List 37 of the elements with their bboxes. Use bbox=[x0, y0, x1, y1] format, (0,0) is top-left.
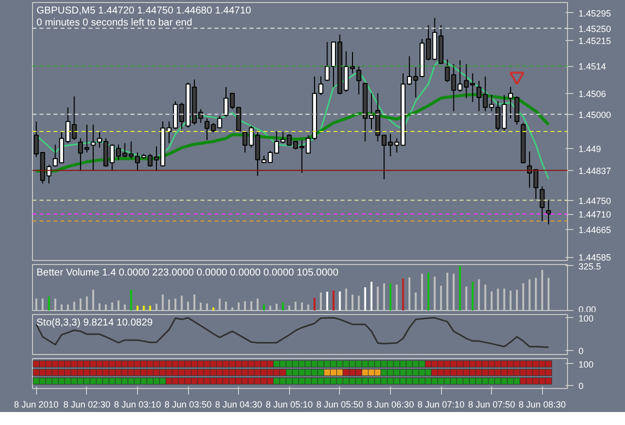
y-tick-label: 100 bbox=[578, 359, 594, 370]
ref-line-label: 1.45000 bbox=[578, 110, 612, 120]
y-tick-label: 100 bbox=[578, 313, 594, 324]
y-tick-label: 1.44585 bbox=[578, 252, 612, 263]
y-tick-label: 1.4514 bbox=[578, 62, 606, 72]
x-tick-label: 8 Jun 08:30 bbox=[518, 400, 566, 410]
y-tick-label: 1.44665 bbox=[578, 225, 612, 236]
x-tick-label: 8 Jun 05:50 bbox=[316, 400, 364, 410]
ref-line-label: 1.44710 bbox=[578, 210, 612, 220]
text: 0 minutes 0 seconds left to bar end bbox=[36, 18, 192, 28]
line-series bbox=[36, 317, 550, 348]
candlestick bbox=[546, 200, 551, 225]
ref-line-label: 1.44750 bbox=[578, 196, 612, 206]
x-tick-label: 8 Jun 07:50 bbox=[468, 400, 516, 410]
x-tick-label: 8 Jun 03:50 bbox=[164, 400, 212, 410]
x-tick-label: 8 Jun 02:30 bbox=[63, 400, 110, 410]
ref-line-label: 1.45250 bbox=[578, 24, 612, 34]
chart-title: Sto(8,3,3) 9.8214 10.0829 bbox=[36, 318, 154, 328]
y-tick-label: 1.449 bbox=[578, 144, 602, 154]
x-tick-label: 8 Jun 2010 bbox=[14, 400, 59, 410]
ref-line-label: 1.44837 bbox=[578, 166, 612, 176]
x-tick-label: 8 Jun 04:30 bbox=[215, 400, 262, 410]
y-tick-label: 1.45295 bbox=[578, 8, 612, 18]
y-tick-label: 0 bbox=[578, 380, 584, 391]
x-tick-label: 8 Jun 03:10 bbox=[114, 400, 162, 410]
x-tick-label: 8 Jun 05:10 bbox=[266, 400, 313, 410]
candlestick bbox=[540, 186, 545, 222]
x-tick-label: 8 Jun 07:10 bbox=[418, 400, 465, 410]
y-tick-label: 1.45215 bbox=[578, 36, 612, 46]
chart-title: Better Volume 1.4 0.0000 223.0000 0.0000 0.0000 0.0000 105.0000 bbox=[36, 268, 339, 278]
y-tick-label: 325.5 bbox=[578, 262, 602, 272]
chart-title: GBPUSD,M5 1.44720 1.44750 1.44680 1.44710 bbox=[36, 6, 252, 16]
candlestick bbox=[356, 66, 362, 95]
y-tick-label: 1.4506 bbox=[578, 89, 606, 100]
candlestick bbox=[324, 42, 330, 82]
x-tick-label: 8 Jun 06:30 bbox=[366, 400, 414, 410]
y-tick-label: 0 bbox=[578, 346, 584, 356]
